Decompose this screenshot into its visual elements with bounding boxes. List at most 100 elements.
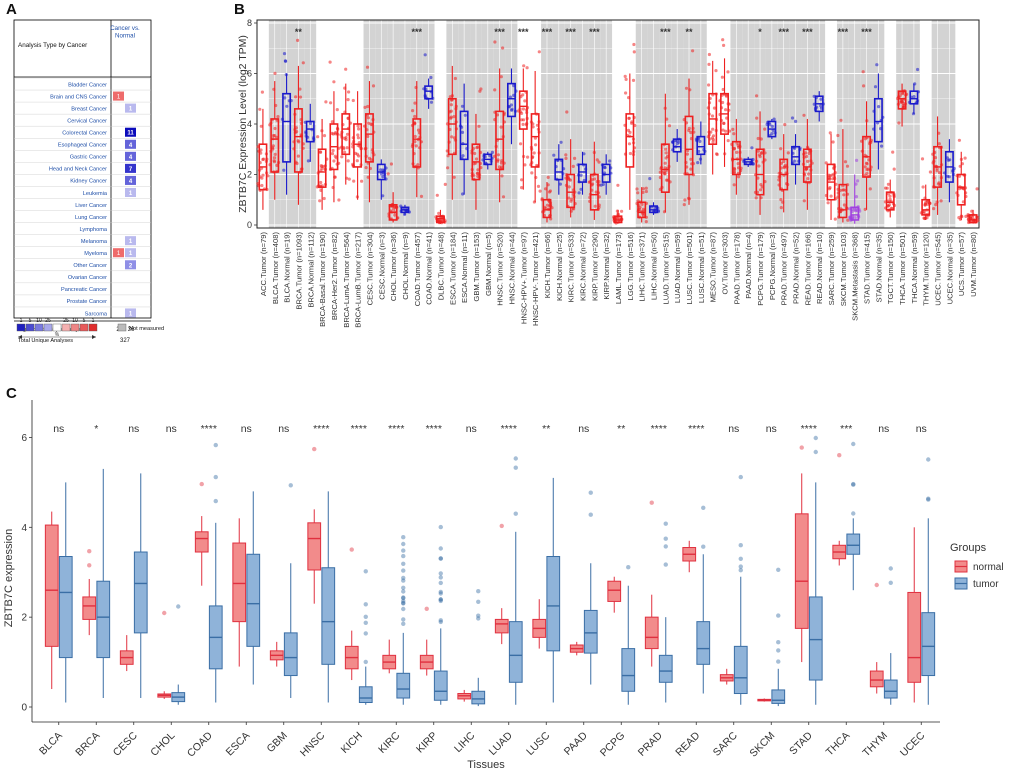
- oncomine-row-label: Melanoma: [81, 239, 108, 245]
- panel-b-data-point: [499, 75, 503, 79]
- panel-b-data-point: [768, 122, 772, 127]
- oncomine-blue-count: 2: [129, 263, 133, 269]
- panel-b-data-point: [333, 132, 338, 136]
- oncomine-row-label: Liver Cancer: [75, 203, 107, 209]
- panel-b-data-point: [526, 155, 530, 159]
- panel-b-data-point: [667, 124, 672, 128]
- panel-b-data-point: [891, 150, 895, 154]
- panel-b-data-point: [964, 214, 968, 218]
- panel-c-box: [907, 591, 922, 683]
- panel-b-data-point: [635, 187, 639, 191]
- panel-b-box: [282, 92, 292, 163]
- panel-b-data-point: [721, 128, 725, 132]
- panel-b-data-point: [322, 196, 326, 201]
- panel-c-outlier: [401, 621, 406, 626]
- panel-c-x-tick-label: LIHC: [452, 729, 478, 755]
- panel-c-outlier: [401, 589, 406, 594]
- panel-c-significance: **: [617, 423, 625, 435]
- panel-b-data-point: [536, 184, 541, 188]
- panel-b-data-point: [496, 158, 500, 162]
- panel-b-data-point: [887, 192, 891, 196]
- panel-b-data-point: [806, 177, 810, 181]
- panel-b-data-point: [545, 203, 550, 207]
- oncomine-legend-number: 1: [20, 318, 23, 324]
- panel-b-data-point: [663, 166, 667, 170]
- panel-b-data-point: [356, 133, 360, 137]
- panel-c-y-tick-label: 2: [21, 613, 27, 624]
- panel-b-data-point: [357, 127, 361, 131]
- panel-b-data-point: [937, 171, 942, 175]
- panel-c-y-axis-label: ZBTB7C expression: [3, 529, 15, 627]
- panel-b-data-point: [863, 207, 867, 211]
- panel-b-data-point: [632, 50, 636, 54]
- panel-c-significance: ns: [278, 423, 289, 435]
- panel-b-data-point: [319, 180, 323, 185]
- panel-b-data-point: [877, 105, 881, 109]
- panel-c-outlier: [363, 602, 368, 607]
- oncomine-legend-number: 10: [36, 318, 42, 324]
- panel-b-box: [341, 113, 351, 156]
- panel-b-data-point: [381, 175, 385, 179]
- panel-b-data-point: [715, 152, 719, 157]
- panel-b-x-tick-label: SARC.Tumor (n=259): [827, 232, 836, 306]
- panel-c-outlier: [738, 556, 743, 561]
- panel-c-outlier: [588, 512, 593, 517]
- panel-c-outlier: [776, 640, 781, 645]
- panel-c-outlier: [851, 511, 856, 516]
- panel-c-outlier: [401, 568, 406, 573]
- panel-b-x-tick-label: ACC.Tumor (n=79): [259, 232, 268, 297]
- oncomine-row-label: Kidney Cancer: [70, 179, 107, 185]
- panel-b-data-point: [261, 173, 265, 177]
- panel-c-legend-normal-label: normal: [973, 562, 1004, 573]
- panel-c-box: [283, 632, 298, 677]
- tcga-expression-chart: 0 2 4 6 8 ZBTB7C Expression Level (log2 TPM) A…: [237, 18, 980, 328]
- panel-b-x-tick-label: PCPG.Normal (n=3): [768, 232, 777, 301]
- panel-c-box: [583, 609, 598, 654]
- panel-b-data-point: [393, 213, 397, 217]
- panel-b-data-point: [476, 168, 480, 172]
- panel-c-outlier: [776, 648, 781, 653]
- panel-c-box: [133, 551, 148, 634]
- panel-b-data-point: [601, 182, 605, 186]
- panel-b-data-point: [273, 126, 277, 131]
- panel-b-x-tick-label: COAD.Normal (n=41): [425, 232, 434, 305]
- oncomine-summary-blue: 36: [128, 327, 135, 333]
- panel-c-x-tick-label: UCEC: [898, 729, 928, 759]
- panel-c-outlier: [851, 481, 856, 487]
- panel-b-data-point: [272, 156, 277, 160]
- panel-b-x-tick-label: LIHC.Tumor (n=371): [638, 232, 647, 302]
- panel-c-box: [794, 513, 809, 629]
- panel-b-data-point: [957, 138, 962, 142]
- panel-b-data-point: [567, 196, 571, 200]
- panel-b-data-point: [608, 159, 612, 163]
- panel-c-significance: ***: [840, 423, 852, 435]
- panel-c-outlier: [424, 606, 429, 611]
- panel-c-box: [658, 654, 673, 683]
- panel-b-data-point: [947, 175, 951, 179]
- panel-b-box: [637, 201, 647, 219]
- panel-b-significance: ***: [778, 27, 789, 37]
- oncomine-row-label: Prostate Cancer: [67, 299, 108, 305]
- panel-b-x-tick-label: CHOL.Normal (n=9): [401, 232, 410, 300]
- panel-b-data-point: [636, 191, 640, 195]
- panel-c-box: [358, 686, 373, 704]
- oncomine-blue-count: 7: [129, 167, 133, 173]
- panel-b-data-point: [262, 157, 266, 161]
- oncomine-not-measured-swatch: [117, 323, 127, 332]
- panel-b-x-tick-label: HNSC.Tumor (n=520): [496, 232, 505, 306]
- panel-b-data-point: [346, 159, 350, 163]
- panel-b-data-point: [689, 157, 693, 161]
- panel-b-data-point: [355, 152, 359, 156]
- panel-b-data-point: [802, 113, 806, 117]
- panel-b-significance: ***: [660, 27, 671, 37]
- oncomine-blue-cell: [125, 187, 136, 197]
- panel-b-data-point: [731, 127, 735, 131]
- panel-c-outlier: [851, 482, 856, 487]
- panel-c-outlier: [401, 575, 406, 581]
- panel-b-data-point: [500, 174, 504, 178]
- panel-b-data-point: [322, 165, 326, 169]
- panel-b-significance: **: [686, 27, 694, 37]
- panel-b-data-point: [975, 187, 979, 191]
- oncomine-legend-number: 25: [63, 318, 69, 324]
- panel-c-outlier: [401, 561, 406, 566]
